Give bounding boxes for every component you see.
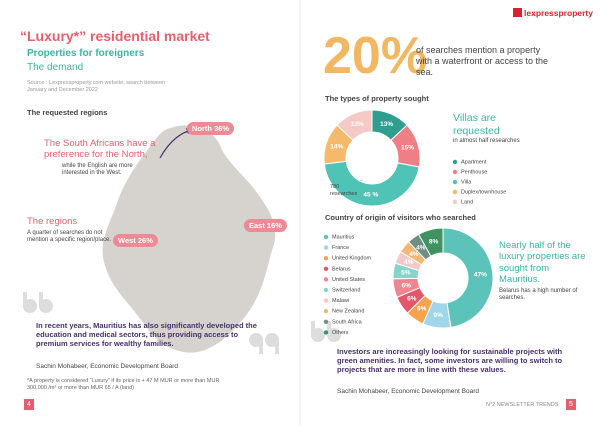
source: Source : Lexpressproperty.com website, s… xyxy=(27,80,166,93)
title: “Luxury*” residential market xyxy=(20,28,210,44)
quote-marks-left xyxy=(23,292,279,354)
map-shape xyxy=(102,125,276,353)
data-label: 13% xyxy=(351,121,364,128)
legend-swatch xyxy=(323,256,329,261)
legend-label: Belarus xyxy=(332,266,351,272)
quote-marks-right xyxy=(311,321,341,342)
map-heading: The requested regions xyxy=(27,108,108,117)
origin-text: Belarus has a high number of searches. xyxy=(499,288,578,302)
legend-swatch xyxy=(452,199,458,205)
regions-title: The regions xyxy=(27,216,78,227)
legend-swatch xyxy=(452,169,458,175)
data-label: 6% xyxy=(417,306,427,313)
data-label: 47% xyxy=(474,272,487,279)
legend-swatch xyxy=(323,319,329,324)
attribution: Sachin Mohabeer, Economic Development Bo… xyxy=(337,388,479,395)
researches-note: 780 researches xyxy=(330,184,358,197)
legend-label: Others xyxy=(332,330,349,336)
legend-swatch xyxy=(452,179,458,185)
region-label: East 16% xyxy=(244,219,287,232)
legend-swatch xyxy=(452,159,458,165)
villas-title: Villas are requested xyxy=(453,112,500,137)
page-number: 4 xyxy=(24,399,34,410)
logo: lexpressproperty xyxy=(524,8,593,18)
attribution: Sachin Mohabeer, Economic Development Bo… xyxy=(36,363,178,370)
donut-segment xyxy=(442,227,494,328)
legend-swatch xyxy=(323,245,329,250)
legend-label: Malawi xyxy=(332,298,349,304)
logo-icon xyxy=(513,8,522,17)
legend-label: Land xyxy=(461,199,473,205)
quote: In recent years, Mauritius has also sign… xyxy=(36,321,257,348)
legend-swatch xyxy=(452,189,458,195)
legend-label: Villa xyxy=(461,179,472,185)
callout-text: while the English are more interested in… xyxy=(62,163,133,177)
chart-title: The types of property sought xyxy=(325,94,429,103)
data-label: 14% xyxy=(330,143,343,150)
legend-label: Duplex/townhouse xyxy=(461,189,506,195)
page-number: 5 xyxy=(566,399,576,410)
legend-swatch xyxy=(323,330,329,335)
legend-label: France xyxy=(332,245,349,251)
regions-text: A quarter of searches do not mention a s… xyxy=(27,230,112,244)
legend-swatch xyxy=(323,277,329,282)
callout-title: The South Africans have a preference for… xyxy=(44,138,156,161)
data-label: 6% xyxy=(402,282,412,289)
stat-text: of searches mention a property with a wa… xyxy=(416,45,549,77)
origin-title: Nearly half of the luxury properties are… xyxy=(499,240,586,286)
chart-title: Country of origin of visitors who search… xyxy=(325,213,476,222)
legend-label: Apartment xyxy=(461,159,487,165)
legend-label: Switzerland xyxy=(332,287,360,293)
data-label: 4% xyxy=(416,245,426,252)
legend-swatch xyxy=(323,234,329,240)
donut-segment xyxy=(323,160,420,207)
region-label: North 36% xyxy=(187,122,235,135)
section: The demand xyxy=(27,62,84,73)
data-label: 9% xyxy=(434,312,444,319)
footer: N°2 NEWSLETTER TRENDS xyxy=(486,402,559,408)
data-label: 13% xyxy=(380,121,393,128)
legend-swatch xyxy=(323,287,329,293)
legend-label: New Zealand xyxy=(332,309,364,315)
donut-segment xyxy=(418,227,444,257)
subtitle: Properties for foreigners xyxy=(27,48,145,59)
data-label: 8% xyxy=(429,238,439,245)
legend-swatch xyxy=(323,309,329,314)
donut-segment xyxy=(336,109,373,141)
legend-label: Mauritius xyxy=(332,234,355,240)
data-label: 6% xyxy=(407,295,417,302)
big-stat: 20% xyxy=(323,27,428,85)
data-label: 4% xyxy=(404,259,414,266)
region-label: West 26% xyxy=(113,234,158,247)
data-label: 45 % xyxy=(363,192,378,199)
villas-text: in almost half researches xyxy=(453,138,520,144)
footnote: *A property is considered “Luxury” if it… xyxy=(27,378,220,391)
data-label: 4% xyxy=(409,251,419,258)
legend-label: United Kingdom xyxy=(332,256,372,262)
legend-label: United States xyxy=(332,277,365,283)
legend-swatch xyxy=(323,298,329,303)
legend-swatch xyxy=(323,266,329,271)
data-label: 15% xyxy=(401,144,414,151)
legend-label: South Africa xyxy=(332,319,363,325)
data-label: 5% xyxy=(401,269,411,276)
quote: Investors are increasingly looking for s… xyxy=(337,347,563,374)
legend-label: Penthouse xyxy=(461,169,487,175)
